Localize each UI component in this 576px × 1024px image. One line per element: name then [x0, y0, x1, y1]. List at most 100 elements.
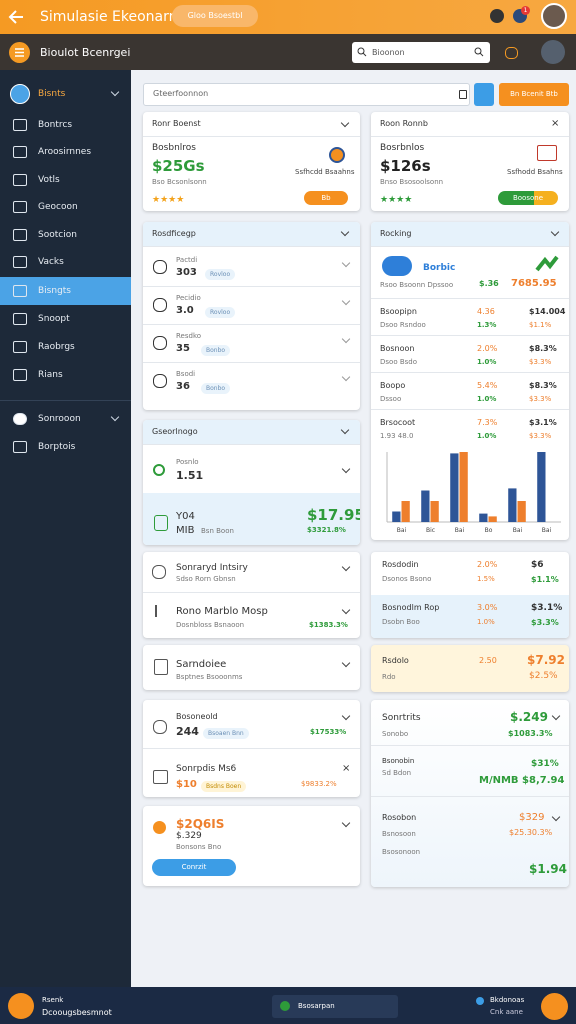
value: $10	[176, 779, 197, 790]
close[interactable]: ×	[551, 118, 560, 129]
footer-pill-text: Bsosarpan	[298, 1002, 335, 1010]
row-b: $3.1%	[529, 418, 557, 427]
header-search[interactable]	[352, 42, 490, 63]
title: Sarndoiee	[176, 659, 227, 670]
x-tick-label: Bai	[542, 527, 552, 534]
bar	[450, 453, 459, 522]
decoration	[154, 659, 168, 675]
price: $126s	[380, 157, 431, 175]
decoration	[153, 720, 167, 734]
decoration	[155, 605, 157, 617]
sub: Bsptnes Bsooonms	[176, 673, 243, 681]
chat-icon[interactable]	[505, 47, 518, 59]
search-icon	[357, 47, 367, 57]
sidebar	[0, 70, 131, 987]
decoration	[153, 821, 166, 834]
sidebar-icon	[13, 119, 27, 131]
filter-input[interactable]	[143, 83, 470, 106]
row-b: $8.3%	[529, 344, 557, 353]
row-b: $14.004	[529, 307, 566, 316]
decoration	[15, 48, 24, 57]
decoration	[280, 1001, 290, 1011]
row-sub: Dsoo Bsdo	[380, 358, 418, 366]
bar	[401, 501, 410, 522]
sidebar-item[interactable]: Sootcion	[38, 230, 77, 240]
decoration	[154, 515, 168, 531]
filter-text: Gteerfoonnon	[153, 89, 209, 98]
sub: Bonsons Bno	[176, 843, 222, 851]
decoration: ★★★★	[152, 195, 185, 205]
item-tag: Bonbo	[201, 345, 231, 356]
filter-button[interactable]	[474, 83, 494, 106]
item-value: 303	[176, 267, 197, 278]
sidebar-item[interactable]: Bontrcs	[38, 120, 73, 130]
decoration	[362, 52, 367, 57]
a: $31%	[531, 759, 559, 769]
product-card: Roon Ronnb × Bosrbnlos $126s Bnso Bsosoo…	[371, 112, 569, 211]
sub: Sdso Rorn Gbnsn	[176, 575, 236, 583]
row-c: 1.0%	[477, 618, 495, 626]
sidebar-item[interactable]: Rians	[38, 370, 63, 380]
sidebar-item[interactable]: Geocoon	[38, 202, 78, 212]
sidebar-item[interactable]: Aroosirnnes	[38, 147, 92, 157]
decoration	[382, 256, 412, 276]
value: $.249	[510, 710, 548, 724]
sidebar-item[interactable]: Snoopt	[38, 314, 70, 324]
bar	[459, 452, 468, 522]
sidebar-item[interactable]: Raobrgs	[38, 342, 75, 352]
card-button[interactable]: Boosone	[498, 191, 558, 205]
row-d: $1.1%	[531, 575, 559, 584]
row-sub: 1.93 48.0	[380, 432, 414, 440]
decoration	[371, 595, 569, 638]
label: Bosbnlros	[152, 143, 196, 153]
decoration	[474, 47, 482, 55]
sidebar-item[interactable]: Votls	[38, 175, 60, 185]
x-tick-label: Bai	[397, 527, 407, 534]
value: $1383.3%	[309, 621, 348, 629]
sidebar-icon	[13, 285, 27, 297]
sidebar-item[interactable]: Vacks	[38, 257, 64, 267]
sub: Bsnosoon	[382, 830, 416, 838]
change: $17533%	[310, 728, 347, 736]
value: 244	[176, 725, 199, 738]
item-name: Posnlo	[176, 458, 199, 466]
row-a: 7.3%	[477, 418, 498, 427]
sidebar-icon	[13, 201, 27, 213]
back-icon[interactable]	[8, 8, 26, 26]
sidebar-item[interactable]: Bisngts	[38, 286, 71, 296]
sidebar-item[interactable]: Bisnts	[38, 89, 66, 99]
decoration	[341, 658, 351, 668]
brand: Borbic	[423, 263, 456, 273]
item-tag: Rovloo	[205, 269, 236, 280]
decoration	[143, 222, 360, 247]
notification-icon[interactable]	[490, 9, 504, 23]
action-button[interactable]: Bn Bcenit Btb	[499, 83, 569, 106]
card-button[interactable]: Bb	[304, 191, 348, 205]
fab[interactable]	[541, 993, 568, 1020]
sidebar-item[interactable]: Sonrooon	[38, 414, 81, 424]
brand-sub: Rsoo Bsoonn Dpssoo	[380, 281, 454, 289]
row-name: Bosnoon	[380, 344, 415, 353]
decoration	[8, 10, 23, 24]
card-title: Gseorlnogo	[152, 427, 198, 436]
card-button[interactable]: Conrzit	[152, 859, 236, 876]
row-c: 1.0%	[477, 358, 497, 366]
separator	[371, 335, 569, 336]
row-c: 1.0%	[477, 395, 497, 403]
top-pill[interactable]: Gloo Bsoestbl	[172, 5, 258, 27]
sidebar-item[interactable]: Borptois	[38, 442, 76, 452]
chevron	[341, 258, 351, 268]
header-avatar[interactable]	[541, 40, 565, 64]
footer-pill[interactable]	[272, 995, 398, 1018]
avatar[interactable]	[541, 3, 567, 29]
decoration	[535, 255, 559, 272]
row-d: $1.1%	[529, 321, 552, 329]
decoration	[341, 711, 351, 721]
sub: Ssfhodd Bsahns	[507, 168, 563, 176]
item-name: Pactdi	[176, 256, 198, 264]
decoration	[143, 748, 360, 749]
row-name: Rosdodin	[382, 560, 419, 569]
price: $25Gs	[152, 157, 205, 175]
brand-a: $.36	[479, 279, 499, 288]
value: $.329	[176, 831, 202, 841]
